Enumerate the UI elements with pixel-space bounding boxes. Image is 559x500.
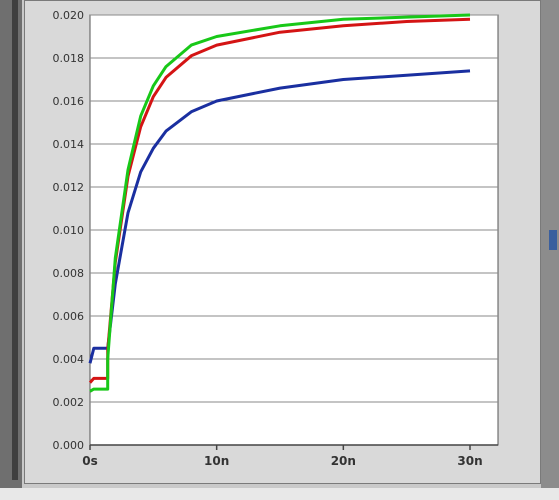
y-tick-label: 0.008 bbox=[53, 267, 85, 280]
series-lines bbox=[88, 13, 471, 393]
bottom-status-bar bbox=[0, 488, 559, 500]
y-tick-label: 0.010 bbox=[53, 224, 85, 237]
y-axis-ticks: 0.000 0.002 0.004 0.006 0.008 0.010 0.012 0.014… bbox=[53, 9, 85, 452]
y-tick-label: 0.002 bbox=[53, 396, 85, 409]
y-tick-label: 0.016 bbox=[53, 95, 85, 108]
x-tick-label: 0s bbox=[82, 454, 98, 468]
y-tick-label: 0.006 bbox=[53, 310, 85, 323]
x-tick-label: 20n bbox=[331, 454, 356, 468]
y-tick-label: 0.018 bbox=[53, 52, 85, 65]
x-axis-ticks: 0s 10n 20n 30n bbox=[82, 445, 483, 468]
left-window-frame bbox=[0, 0, 22, 500]
series-line-3 bbox=[89, 13, 471, 393]
y-tick-label: 0.012 bbox=[53, 181, 85, 194]
y-tick-label: 0.004 bbox=[53, 353, 85, 366]
right-window-frame bbox=[541, 0, 559, 500]
right-frame-accent bbox=[549, 230, 557, 250]
left-frame-bar bbox=[12, 0, 18, 480]
grid-lines bbox=[90, 14, 498, 403]
y-tick-label: 0.020 bbox=[53, 9, 85, 22]
y-tick-label: 0.000 bbox=[53, 439, 85, 452]
x-tick-label: 10n bbox=[204, 454, 229, 468]
x-tick-label: 30n bbox=[457, 454, 482, 468]
y-tick-label: 0.014 bbox=[53, 138, 85, 151]
